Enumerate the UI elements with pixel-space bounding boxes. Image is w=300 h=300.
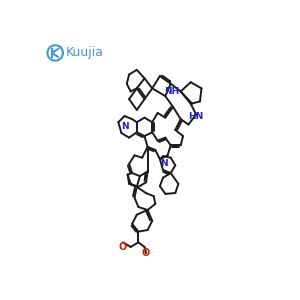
- Text: N: N: [121, 122, 128, 131]
- Text: O: O: [119, 242, 127, 252]
- Text: HN: HN: [188, 112, 204, 121]
- Text: NH: NH: [164, 87, 179, 96]
- Text: O: O: [142, 248, 150, 258]
- Text: N: N: [160, 158, 168, 167]
- Text: Kuujia: Kuujia: [66, 46, 104, 59]
